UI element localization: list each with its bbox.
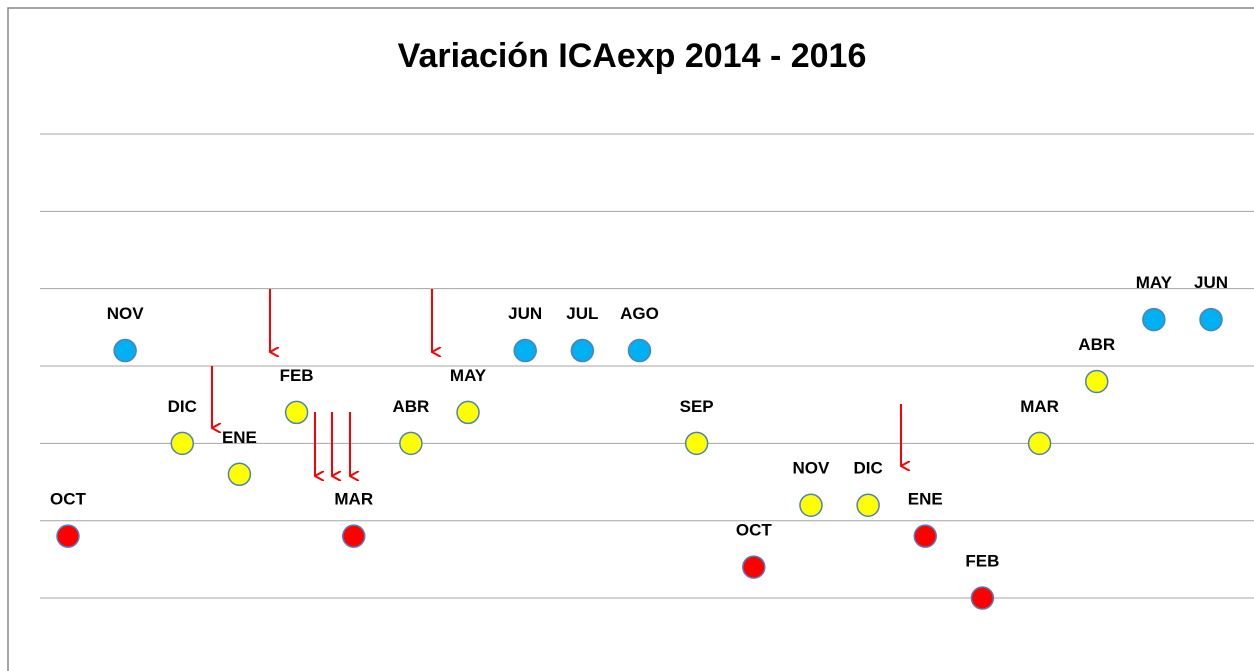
point [570, 338, 595, 363]
point-label: JUN [508, 304, 542, 323]
point [56, 524, 80, 548]
point [1199, 307, 1223, 332]
point [341, 524, 366, 548]
point [856, 493, 880, 517]
point-label: MAY [1136, 273, 1173, 292]
point [456, 400, 480, 425]
point-label: NOV [107, 304, 145, 323]
point [113, 338, 137, 363]
point [513, 338, 537, 363]
point-label: FEB [280, 366, 314, 385]
point [799, 493, 823, 517]
point-label: JUL [566, 304, 598, 323]
point-label: DIC [853, 459, 882, 478]
point-label: MAR [334, 490, 373, 509]
point-label: NOV [793, 459, 831, 478]
point-label: MAR [1020, 397, 1059, 416]
point [227, 462, 252, 487]
point [970, 586, 995, 610]
point-label: MAY [450, 366, 487, 385]
point-label: FEB [965, 552, 999, 571]
point [1142, 307, 1166, 332]
chart-frame [7, 7, 1254, 671]
point-label: AGO [620, 304, 659, 323]
point-label: OCT [50, 490, 87, 509]
point-label: ENE [908, 490, 943, 509]
arrows [211, 289, 901, 476]
point [913, 524, 938, 548]
point-label: OCT [736, 521, 773, 540]
point-label: JUN [1194, 273, 1228, 292]
point [684, 431, 709, 456]
point-label: ABR [392, 397, 429, 416]
point [1084, 369, 1109, 394]
point [627, 338, 652, 363]
point [1027, 431, 1052, 456]
point-label: DIC [168, 397, 197, 416]
point [742, 555, 766, 579]
point-label: ENE [222, 428, 257, 447]
point [170, 431, 195, 456]
point [399, 431, 423, 456]
chart-title: Variación ICAexp 2014 - 2016 [398, 37, 867, 75]
point [284, 400, 309, 425]
point-label: SEP [680, 397, 714, 416]
point-label: ABR [1078, 335, 1115, 354]
